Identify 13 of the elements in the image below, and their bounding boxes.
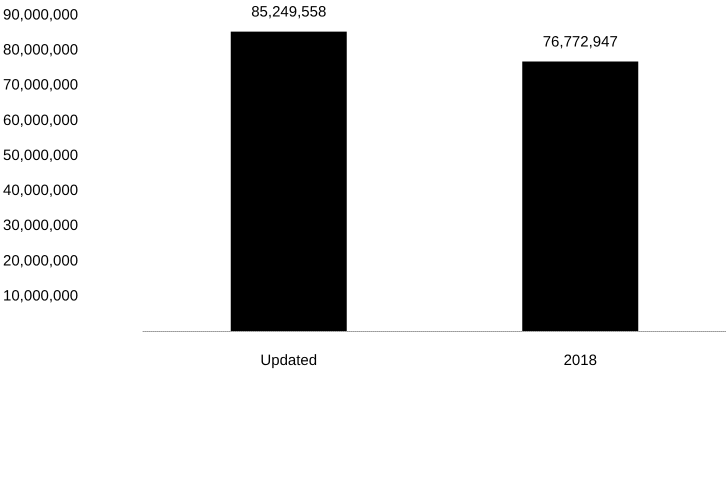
y-tick-label: 20,000,000 — [3, 252, 78, 270]
y-tick-label: 10,000,000 — [3, 287, 78, 304]
y-tick-label: 40,000,000 — [3, 182, 78, 200]
y-tick-label: 30,000,000 — [3, 217, 78, 234]
x-tick-label: Updated — [260, 352, 318, 369]
x-tick-label: 2018 — [564, 352, 597, 369]
data-label: 76,772,947 — [542, 33, 618, 50]
y-tick-label: 50,000,000 — [3, 146, 78, 164]
y-tick-label: 80,000,000 — [3, 42, 78, 59]
y-tick-label: 70,000,000 — [3, 76, 78, 94]
data-label: 85,249,558 — [251, 4, 326, 21]
y-tick-label: 90,000,000 — [3, 6, 78, 24]
y-tick-label: 60,000,000 — [3, 112, 78, 129]
